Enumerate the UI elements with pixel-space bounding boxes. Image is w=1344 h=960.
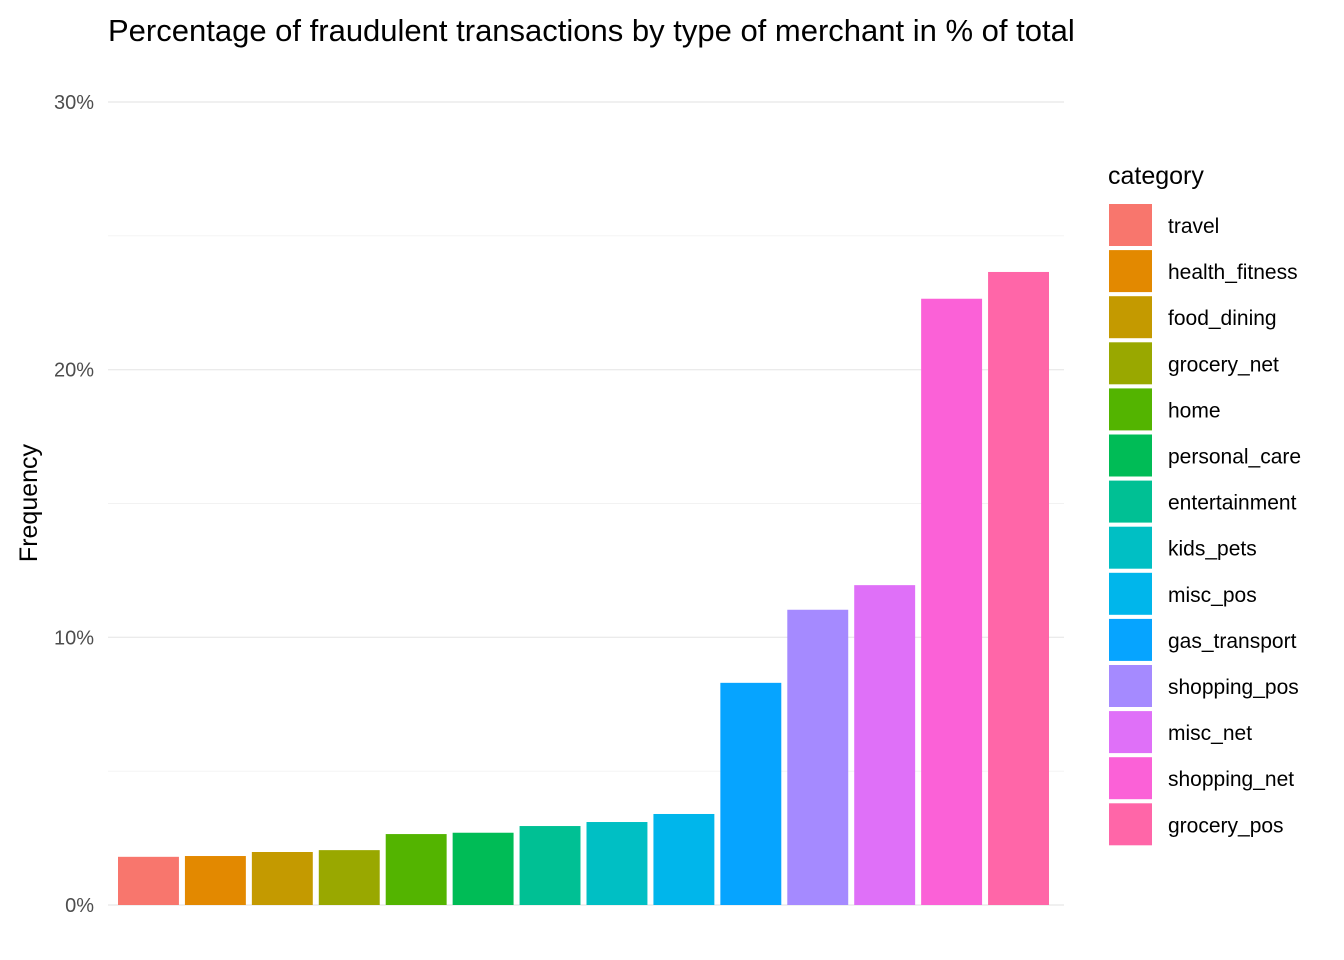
legend-label-gas-transport: gas_transport — [1168, 630, 1297, 653]
legend-key-misc-net — [1109, 711, 1152, 754]
legend-label-grocery-net: grocery_net — [1168, 353, 1279, 376]
legend-key-kids-pets — [1109, 526, 1152, 569]
bar-shopping-net — [921, 298, 983, 905]
legend-label-entertainment: entertainment — [1168, 492, 1297, 515]
bar-health-fitness — [184, 856, 246, 905]
legend-label-kids-pets: kids_pets — [1168, 538, 1257, 561]
legend-label-shopping-net: shopping_net — [1168, 768, 1294, 791]
legend-label-misc-pos: misc_pos — [1168, 584, 1257, 607]
legend-key-travel — [1109, 204, 1152, 246]
bar-grocery-net — [318, 850, 380, 905]
bar-travel — [118, 856, 179, 905]
legend-key-health-fitness — [1109, 250, 1152, 293]
y-tick-label: 20% — [54, 360, 94, 382]
grid-lines — [108, 101, 1064, 906]
chart-title: Percentage of fraudulent transactions by… — [108, 13, 1075, 48]
bar-misc-pos — [653, 813, 715, 905]
legend-label-shopping-pos: shopping_pos — [1168, 676, 1299, 699]
bar-entertainment — [519, 826, 581, 905]
legend-key-shopping-net — [1109, 757, 1152, 800]
legend-title: category — [1108, 162, 1204, 190]
legend: category travel health_fitness food_dining… — [1108, 162, 1301, 846]
legend-key-food-dining — [1109, 296, 1152, 339]
legend-key-personal-care — [1109, 434, 1152, 477]
bar-shopping-pos — [787, 609, 849, 905]
legend-label-food-dining: food_dining — [1168, 307, 1277, 330]
bar-home — [385, 834, 447, 905]
bar-kids-pets — [586, 822, 648, 905]
legend-label-travel: travel — [1168, 215, 1219, 238]
bar-gas-transport — [720, 682, 782, 905]
bar-personal-care — [452, 832, 514, 905]
legend-label-home: home — [1168, 399, 1221, 422]
legend-key-entertainment — [1109, 480, 1152, 523]
y-tick-label: 10% — [54, 627, 94, 649]
legend-label-health-fitness: health_fitness — [1168, 261, 1298, 284]
legend-label-personal-care: personal_care — [1168, 446, 1301, 469]
legend-key-grocery-pos — [1109, 803, 1152, 846]
bar-food-dining — [251, 852, 313, 905]
legend-label-misc-net: misc_net — [1168, 722, 1252, 745]
y-tick-label: 0% — [65, 895, 94, 917]
y-axis-title: Frequency — [15, 443, 43, 562]
legend-key-home — [1109, 388, 1152, 431]
legend-label-grocery-pos: grocery_pos — [1168, 814, 1284, 837]
legend-key-grocery-net — [1109, 342, 1152, 385]
legend-key-gas-transport — [1109, 618, 1152, 661]
bars — [118, 271, 1049, 906]
legend-key-shopping-pos — [1109, 665, 1152, 707]
legend-key-misc-pos — [1109, 572, 1152, 615]
y-tick-label: 30% — [54, 92, 94, 114]
y-axis-ticks: 0% 10% 20% 30% — [54, 92, 94, 917]
bar-grocery-pos — [988, 271, 1049, 906]
bar-misc-net — [854, 585, 916, 905]
